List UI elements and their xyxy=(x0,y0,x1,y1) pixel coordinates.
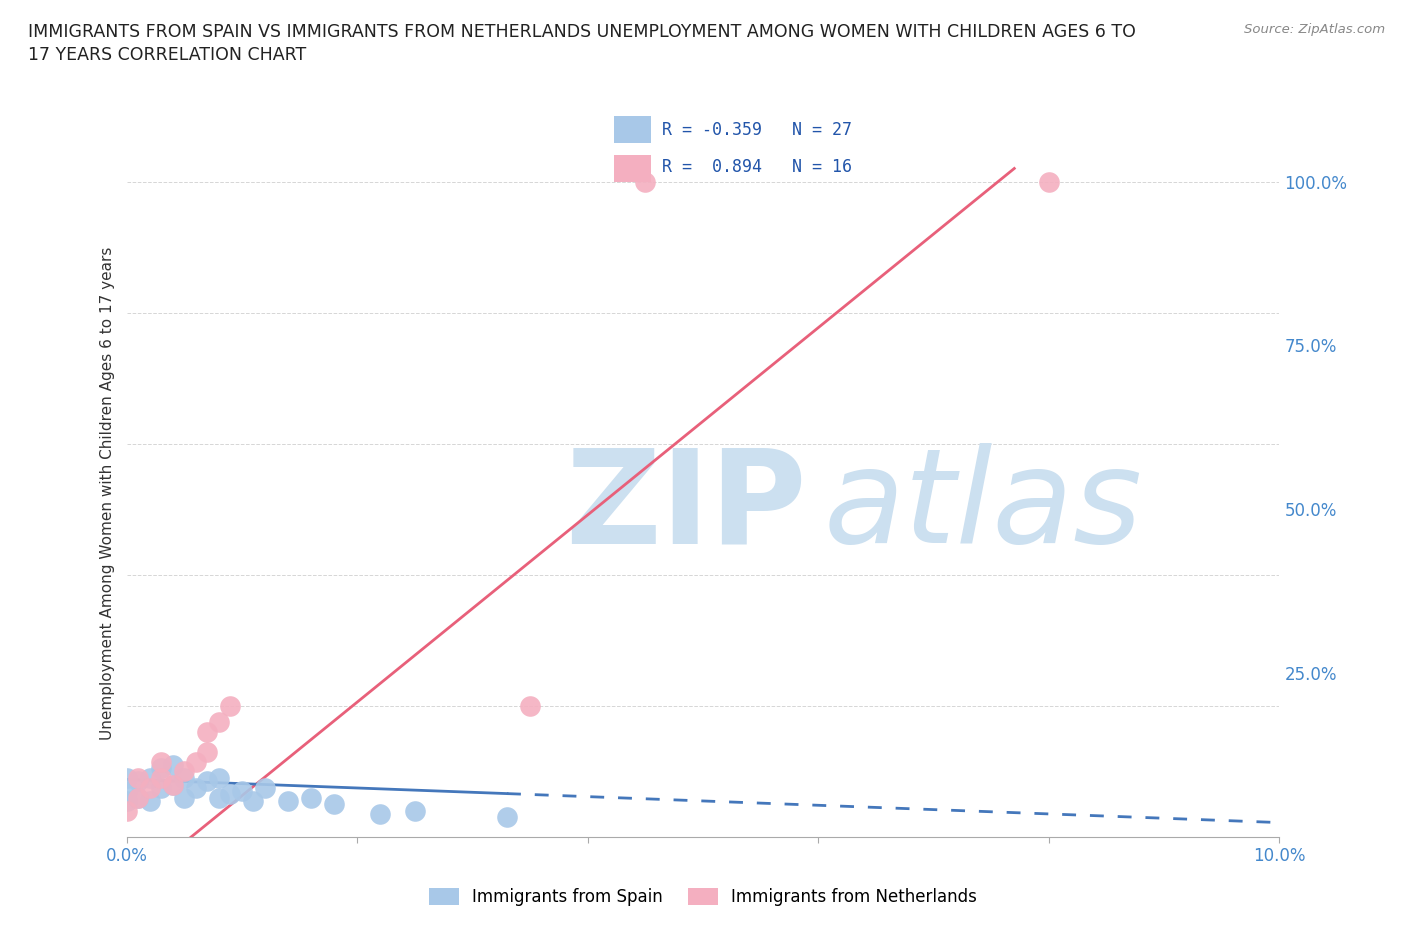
Point xyxy=(127,790,149,805)
Point xyxy=(1038,174,1060,189)
Point xyxy=(162,757,184,772)
FancyBboxPatch shape xyxy=(614,155,651,182)
Point xyxy=(277,793,299,808)
Point xyxy=(127,771,149,786)
Point xyxy=(138,793,160,808)
Point xyxy=(195,724,218,739)
Point xyxy=(219,787,242,802)
Point xyxy=(150,771,173,786)
Point xyxy=(150,754,173,769)
Point xyxy=(173,764,195,779)
Point xyxy=(127,774,149,789)
Point xyxy=(162,777,184,792)
Point xyxy=(138,780,160,795)
Point xyxy=(496,810,519,825)
Point xyxy=(195,774,218,789)
Point xyxy=(242,793,264,808)
Point xyxy=(195,744,218,759)
Text: atlas: atlas xyxy=(824,444,1143,570)
Point xyxy=(519,698,541,713)
Point xyxy=(208,715,231,730)
Point xyxy=(634,174,657,189)
Point xyxy=(127,790,149,805)
Text: IMMIGRANTS FROM SPAIN VS IMMIGRANTS FROM NETHERLANDS UNEMPLOYMENT AMONG WOMEN WI: IMMIGRANTS FROM SPAIN VS IMMIGRANTS FROM… xyxy=(28,23,1136,41)
Point xyxy=(184,754,207,769)
Point xyxy=(404,804,426,818)
Point xyxy=(208,771,231,786)
Point xyxy=(219,698,242,713)
Point xyxy=(115,784,138,799)
Point xyxy=(368,806,391,821)
Point xyxy=(173,790,195,805)
Point xyxy=(115,771,138,786)
Point xyxy=(208,790,231,805)
Text: 17 YEARS CORRELATION CHART: 17 YEARS CORRELATION CHART xyxy=(28,46,307,64)
Point xyxy=(115,804,138,818)
Text: Source: ZipAtlas.com: Source: ZipAtlas.com xyxy=(1244,23,1385,36)
Point xyxy=(184,780,207,795)
Y-axis label: Unemployment Among Women with Children Ages 6 to 17 years: Unemployment Among Women with Children A… xyxy=(100,246,115,739)
Text: ZIP: ZIP xyxy=(565,444,806,570)
Point xyxy=(162,777,184,792)
Text: R = -0.359   N = 27: R = -0.359 N = 27 xyxy=(662,121,852,139)
Point xyxy=(323,797,346,812)
Point xyxy=(150,761,173,776)
Point xyxy=(115,793,138,808)
Legend: Immigrants from Spain, Immigrants from Netherlands: Immigrants from Spain, Immigrants from N… xyxy=(422,881,984,912)
Point xyxy=(231,784,253,799)
Point xyxy=(138,771,160,786)
FancyBboxPatch shape xyxy=(614,116,651,143)
Text: R =  0.894   N = 16: R = 0.894 N = 16 xyxy=(662,158,852,177)
Point xyxy=(173,771,195,786)
Point xyxy=(150,780,173,795)
Point xyxy=(253,780,276,795)
Point xyxy=(299,790,322,805)
